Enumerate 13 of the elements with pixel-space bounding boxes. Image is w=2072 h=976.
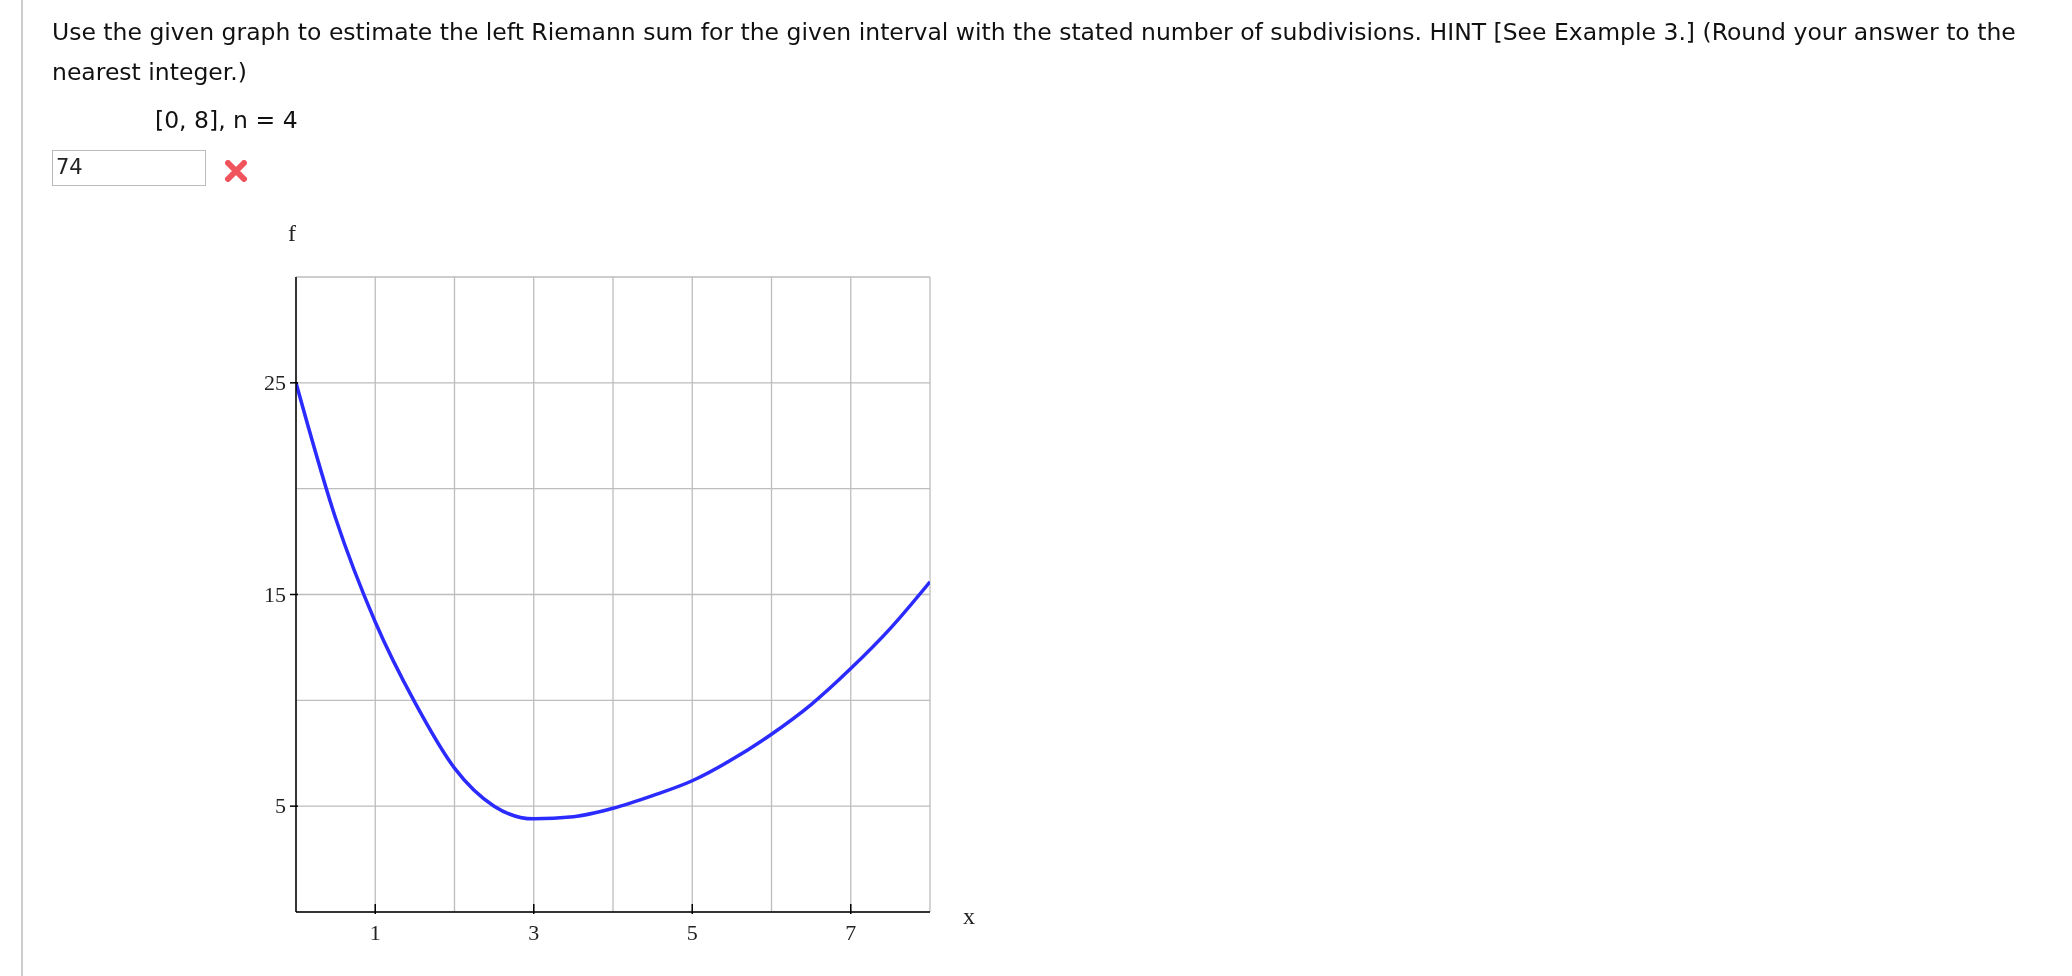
x-tick-label: 7 xyxy=(845,920,857,945)
y-tick-label: 5 xyxy=(275,793,286,819)
x-tick-label: 1 xyxy=(369,920,381,945)
x-axis-title: x xyxy=(963,903,975,930)
line-series xyxy=(296,381,930,821)
y-tick-label: 25 xyxy=(264,369,286,395)
y-axis-title: f xyxy=(288,220,296,247)
x-tick-label: 5 xyxy=(686,920,698,945)
text: Use the given graph to estimate the left Riemann sum for the given interval with the stated number of subdivisions. HINT [See Example 3.] (Round your answer to the nearest integer.) xyxy=(52,17,2017,88)
text: 74 xyxy=(52,150,206,186)
y-tick-label: 15 xyxy=(264,581,286,607)
chart-subtitle: [0, 8], n = 4 xyxy=(155,106,298,134)
x-tick-label: 3 xyxy=(528,920,540,945)
